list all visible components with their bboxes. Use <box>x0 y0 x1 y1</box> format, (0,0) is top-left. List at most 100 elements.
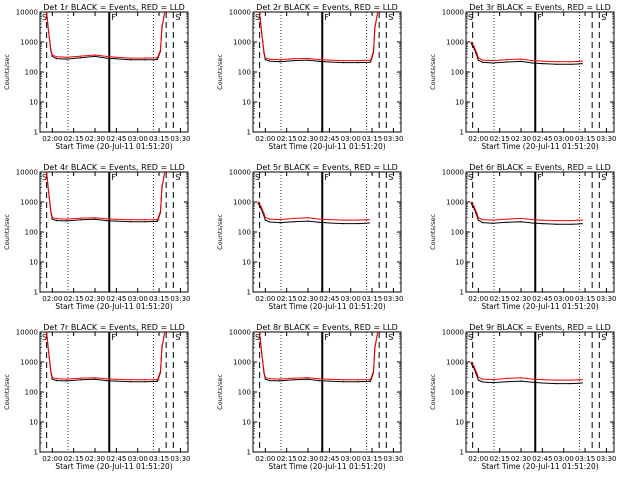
series-point-events <box>370 61 372 63</box>
x-tick-label: 02:15 <box>490 135 510 143</box>
series-point-events <box>343 62 345 64</box>
series-point-lld <box>263 50 265 52</box>
x-tick-label: 02:45 <box>532 135 552 143</box>
x-tick-label: 03:30 <box>596 455 616 463</box>
series-point-lld <box>260 346 262 348</box>
marker-letter: S <box>42 173 47 182</box>
y-tick-label: 10000 <box>16 169 38 177</box>
series-point-events <box>318 380 320 382</box>
y-tick-label: 100 <box>25 69 38 77</box>
series-point-events <box>80 379 82 381</box>
series-point-lld <box>157 56 159 59</box>
x-tick-label: 02:45 <box>532 295 552 303</box>
series-point-events <box>51 378 53 380</box>
series-point-events <box>531 222 534 224</box>
series-point-events <box>80 219 82 221</box>
x-axis-label: Start Time (20-Jul-11 01:51:20) <box>481 302 598 311</box>
series-point-events <box>66 380 68 382</box>
series-point-events <box>115 380 117 382</box>
series-point-lld <box>50 210 52 212</box>
y-tick-label: 10 <box>455 99 464 107</box>
series-line-events <box>470 363 583 385</box>
series-point-lld <box>80 55 82 57</box>
x-tick-label: 02:15 <box>490 295 510 303</box>
series-point-lld <box>476 52 478 54</box>
series-point-lld <box>370 59 372 61</box>
series-point-lld <box>473 366 475 368</box>
series-point-lld <box>130 57 132 59</box>
marker-letter: S <box>468 13 473 22</box>
series-point-lld <box>263 370 265 372</box>
series-point-events <box>520 221 522 223</box>
series-point-lld <box>264 57 266 59</box>
series-point-lld <box>476 212 478 214</box>
panel-title: Det 8r BLACK = Events, RED = LLD <box>256 323 398 332</box>
x-tick-label: 03:30 <box>170 135 190 143</box>
series-point-events <box>80 57 82 59</box>
series-point-lld <box>318 378 320 380</box>
detector-panel-2: Det 2r BLACK = Events, RED = LLD 1 10 100 10… <box>216 3 404 151</box>
series-point-lld <box>328 219 330 221</box>
series-point-lld <box>577 219 579 221</box>
series-point-events <box>581 63 583 65</box>
x-tick-label: 03:00 <box>128 295 148 303</box>
series-point-events <box>56 220 58 222</box>
x-tick-label: 02:00 <box>255 295 275 303</box>
y-tick-label: 1 <box>247 129 251 137</box>
x-tick-label: 02:30 <box>511 135 531 143</box>
x-axis-label: Start Time (20-Jul-11 01:51:20) <box>268 302 385 311</box>
series-point-lld <box>130 219 132 221</box>
series-point-lld <box>476 372 478 374</box>
series-point-events <box>531 381 534 383</box>
series-point-lld <box>343 60 345 62</box>
x-tick-label: 03:15 <box>575 295 595 303</box>
series-point-events <box>144 221 146 223</box>
y-tick-label: 1000 <box>446 39 464 47</box>
series-point-lld <box>164 331 166 333</box>
series-point-events <box>94 218 96 220</box>
series-point-lld <box>51 54 53 56</box>
y-tick-label: 1000 <box>233 199 251 207</box>
series-point-lld <box>368 59 370 61</box>
x-tick-label: 03:15 <box>149 135 169 143</box>
series-point-events <box>307 378 309 380</box>
series-point-events <box>492 222 494 224</box>
series-point-lld <box>115 218 117 220</box>
series-point-lld <box>161 346 163 348</box>
marker-letter: F <box>537 13 542 22</box>
series-point-lld <box>374 26 376 28</box>
series-point-lld <box>279 219 281 221</box>
y-tick-label: 100 <box>238 229 251 237</box>
series-point-events <box>570 63 572 65</box>
series-point-events <box>307 220 309 222</box>
series-point-lld <box>556 220 558 222</box>
series-point-lld <box>159 370 162 372</box>
marker-letter: S <box>175 173 180 182</box>
series-point-lld <box>46 331 48 333</box>
series-point-lld <box>144 379 146 381</box>
series-point-lld <box>364 219 366 221</box>
y-tick-label: 10 <box>455 259 464 267</box>
series-point-lld <box>259 11 261 13</box>
x-axis-label: Start Time (20-Jul-11 01:51:20) <box>55 462 172 471</box>
series-point-lld <box>581 219 583 221</box>
series-point-events <box>357 223 359 225</box>
series-point-lld <box>581 60 583 62</box>
series-point-lld <box>492 379 494 381</box>
series-point-events <box>105 380 107 382</box>
x-tick-label: 03:15 <box>149 455 169 463</box>
y-tick-label: 100 <box>25 389 38 397</box>
series-point-lld <box>293 377 295 379</box>
series-point-lld <box>105 55 107 58</box>
series-point-lld <box>377 11 379 13</box>
x-tick-label: 03:30 <box>596 135 616 143</box>
series-point-lld <box>531 219 534 221</box>
x-tick-label: 02:30 <box>511 455 531 463</box>
y-axis-label: Counts/sec <box>3 54 11 90</box>
x-tick-label: 03:30 <box>170 455 190 463</box>
series-point-events <box>105 220 107 222</box>
series-line-lld <box>470 41 583 63</box>
detector-panel-3: Det 3r BLACK = Events, RED = LLD 1 10 100 10… <box>429 3 617 151</box>
series-point-events <box>477 59 479 61</box>
